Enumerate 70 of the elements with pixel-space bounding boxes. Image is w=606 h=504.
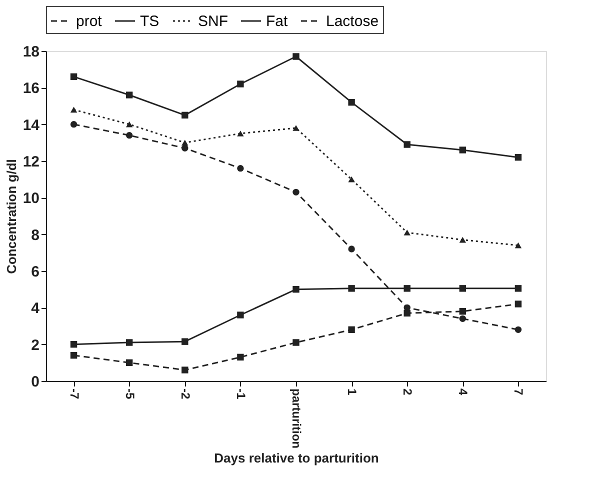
- point: [348, 326, 355, 334]
- point: [514, 326, 522, 334]
- point: [292, 339, 300, 346]
- point: [348, 176, 355, 182]
- point: [348, 98, 355, 106]
- point: [182, 366, 188, 374]
- x-tick-label: 1: [345, 388, 360, 396]
- point: [182, 338, 188, 345]
- point: [404, 141, 410, 148]
- x-tick-label: parturition: [290, 388, 304, 448]
- y-tick-label: 14: [22, 116, 40, 134]
- point: [459, 315, 466, 322]
- point: [459, 308, 466, 315]
- y-tick-label: 10: [22, 190, 40, 208]
- y-tick-label: 0: [31, 374, 40, 390]
- point: [126, 132, 133, 139]
- point: [292, 188, 300, 196]
- point: [292, 286, 300, 293]
- point: [348, 246, 355, 252]
- y-tick-label: 12: [22, 154, 40, 170]
- x-tick-label: -2: [178, 388, 192, 400]
- point: [514, 300, 522, 308]
- point: [514, 285, 522, 292]
- legend-label: prot: [76, 13, 103, 30]
- point: [70, 73, 78, 80]
- point: [70, 352, 78, 359]
- point: [404, 285, 410, 292]
- legend-label: TS: [140, 13, 160, 30]
- legend-label: Lactose: [326, 13, 379, 30]
- point: [292, 53, 300, 60]
- point: [237, 164, 244, 172]
- point: [459, 236, 466, 243]
- y-tick-label: 2: [31, 336, 40, 354]
- x-tick-label: -1: [234, 388, 248, 400]
- point: [237, 130, 244, 136]
- x-axis-title: Days relative to parturition: [214, 450, 379, 466]
- legend-label: SNF: [198, 13, 228, 30]
- x-tick-label: 7: [512, 388, 526, 396]
- y-axis-title: Concentration g/dl: [4, 159, 19, 274]
- point: [237, 312, 244, 318]
- point: [348, 285, 355, 292]
- x-tick-label: 2: [400, 388, 415, 396]
- point: [514, 154, 522, 161]
- x-tick-label: -5: [122, 388, 137, 400]
- point: [182, 140, 188, 146]
- point: [404, 310, 410, 317]
- y-tick-label: 6: [31, 264, 40, 280]
- point: [514, 242, 522, 248]
- point: [70, 106, 78, 113]
- x-tick-label: 4: [456, 388, 470, 396]
- point: [126, 359, 133, 366]
- point: [237, 354, 244, 361]
- point: [126, 121, 133, 128]
- y-tick-label: 8: [31, 226, 40, 244]
- y-tick-label: 16: [22, 80, 40, 98]
- y-tick-label: 4: [31, 300, 40, 318]
- point: [126, 92, 133, 98]
- point: [459, 285, 466, 292]
- point: [70, 120, 78, 128]
- point: [459, 146, 466, 154]
- legend-label: Fat: [266, 13, 289, 30]
- x-tick-label: -7: [67, 388, 82, 400]
- point: [404, 230, 410, 236]
- point: [237, 80, 244, 88]
- y-tick-label: 18: [22, 44, 40, 60]
- point: [182, 144, 188, 152]
- point: [70, 340, 78, 348]
- point: [182, 112, 188, 119]
- point: [126, 339, 133, 346]
- point: [292, 125, 300, 131]
